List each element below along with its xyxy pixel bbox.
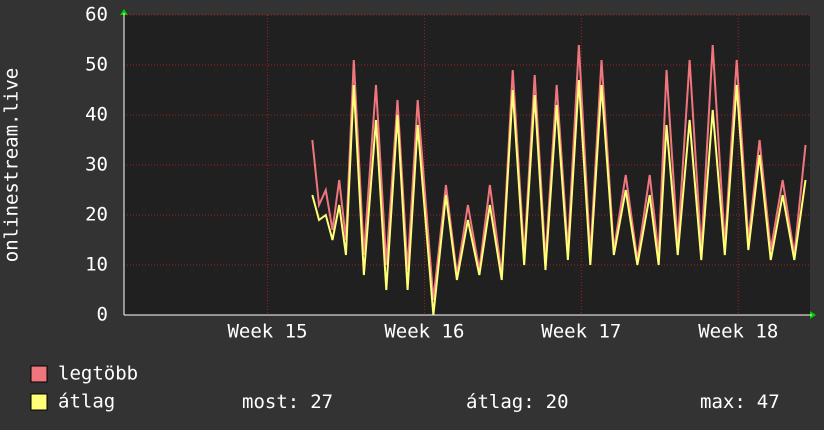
y-tick-label: 60 xyxy=(85,4,108,26)
x-tick-label: Week 15 xyxy=(227,321,307,343)
stat-value: 47 xyxy=(757,391,780,413)
legend-swatch xyxy=(30,393,48,411)
stat-label: átlag: xyxy=(466,391,535,413)
stat-label: most: xyxy=(242,391,299,413)
y-axis-label: onlinestream.live xyxy=(1,68,23,262)
legend-swatch xyxy=(30,365,48,383)
stat-label: max: xyxy=(700,391,746,413)
y-tick-label: 10 xyxy=(85,254,108,276)
y-tick-label: 30 xyxy=(85,154,108,176)
stat: max: 47 xyxy=(700,391,780,413)
y-tick-label: 40 xyxy=(85,104,108,126)
x-tick-label: Week 18 xyxy=(698,321,778,343)
y-tick-label: 20 xyxy=(85,204,108,226)
y-tick-label: 0 xyxy=(97,304,108,326)
legend-label: átlag xyxy=(58,391,115,413)
series-line xyxy=(311,79,807,316)
stat: átlag: 20 xyxy=(466,391,569,413)
axis-arrow xyxy=(810,311,816,319)
axis-arrow xyxy=(120,9,128,15)
legend-label: legtöbb xyxy=(58,363,138,385)
stat: most: 27 xyxy=(242,391,333,413)
stat-value: 27 xyxy=(310,391,333,413)
y-tick-label: 50 xyxy=(85,54,108,76)
stat-value: 20 xyxy=(546,391,569,413)
x-tick-label: Week 17 xyxy=(541,321,621,343)
x-tick-label: Week 16 xyxy=(384,321,464,343)
